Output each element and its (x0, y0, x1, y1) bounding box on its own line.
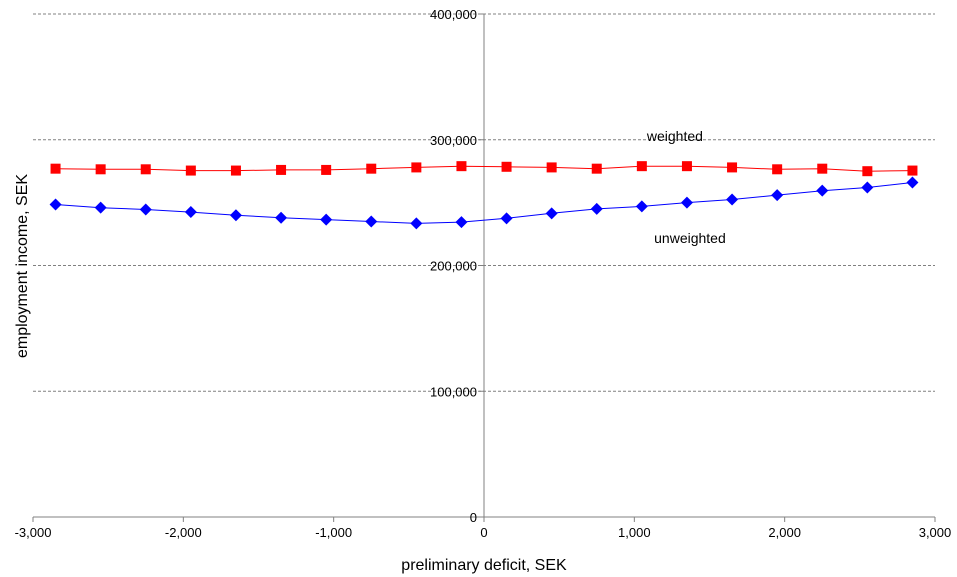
marker-unweighted (455, 216, 468, 229)
y-tick-label: 400,000 (430, 7, 477, 22)
marker-unweighted (500, 212, 513, 225)
marker-unweighted (861, 181, 874, 194)
marker-unweighted (365, 215, 378, 228)
marker-unweighted (184, 206, 197, 219)
marker-weighted (772, 164, 783, 175)
marker-unweighted (275, 211, 288, 224)
marker-weighted (636, 161, 647, 172)
marker-weighted (140, 164, 151, 175)
marker-weighted (727, 162, 738, 173)
marker-unweighted (320, 213, 333, 226)
marker-weighted (411, 162, 422, 173)
marker-weighted (50, 163, 61, 174)
marker-unweighted (410, 217, 423, 230)
y-tick-labels: 0 100,000 200,000 300,000 400,000 (430, 7, 477, 525)
marker-weighted (907, 165, 918, 176)
x-tick-label: 2,000 (768, 525, 801, 540)
annotation-label: weighted (646, 128, 703, 144)
x-tick-label: -3,000 (15, 525, 52, 540)
x-tick-label: 1,000 (618, 525, 651, 540)
y-tick-label: 300,000 (430, 133, 477, 148)
marker-weighted (95, 164, 106, 175)
marker-unweighted (635, 200, 648, 213)
marker-weighted (185, 165, 196, 176)
x-tick-label: -2,000 (165, 525, 202, 540)
marker-weighted (501, 161, 512, 172)
series-layer (49, 161, 919, 230)
marker-weighted (321, 164, 332, 175)
annotations: weighted unweighted (646, 128, 726, 246)
y-tick-label: 0 (470, 510, 477, 525)
marker-unweighted (816, 184, 829, 197)
y-tick-label: 100,000 (430, 384, 477, 399)
series-line-weighted (55, 165, 913, 172)
x-tick-labels: -3,000 -2,000 -1,000 0 1,000 2,000 3,000 (15, 525, 952, 540)
marker-weighted (366, 163, 377, 174)
marker-unweighted (545, 207, 558, 220)
marker-weighted (817, 163, 828, 174)
annotation-label: unweighted (654, 230, 726, 246)
x-tick-label: -1,000 (315, 525, 352, 540)
x-tick-label: 0 (480, 525, 487, 540)
marker-weighted (862, 166, 873, 177)
marker-weighted (276, 164, 287, 175)
x-axis-title: preliminary deficit, SEK (401, 557, 567, 574)
marker-unweighted (590, 202, 603, 215)
y-axis-title: employment income, SEK (14, 174, 31, 358)
marker-weighted (456, 161, 467, 172)
marker-weighted (681, 161, 692, 172)
marker-unweighted (771, 189, 784, 202)
axes (32, 13, 936, 522)
y-tick-label: 200,000 (430, 259, 477, 274)
series-line-unweighted (55, 182, 913, 224)
x-tick-label: 3,000 (919, 525, 952, 540)
marker-unweighted (49, 198, 62, 211)
marker-unweighted (139, 203, 152, 216)
marker-unweighted (906, 176, 919, 189)
marker-weighted (546, 162, 557, 173)
marker-unweighted (229, 209, 242, 222)
marker-weighted (591, 163, 602, 174)
marker-unweighted (726, 193, 739, 206)
marker-unweighted (680, 196, 693, 209)
marker-weighted (230, 165, 241, 176)
marker-unweighted (94, 201, 107, 214)
